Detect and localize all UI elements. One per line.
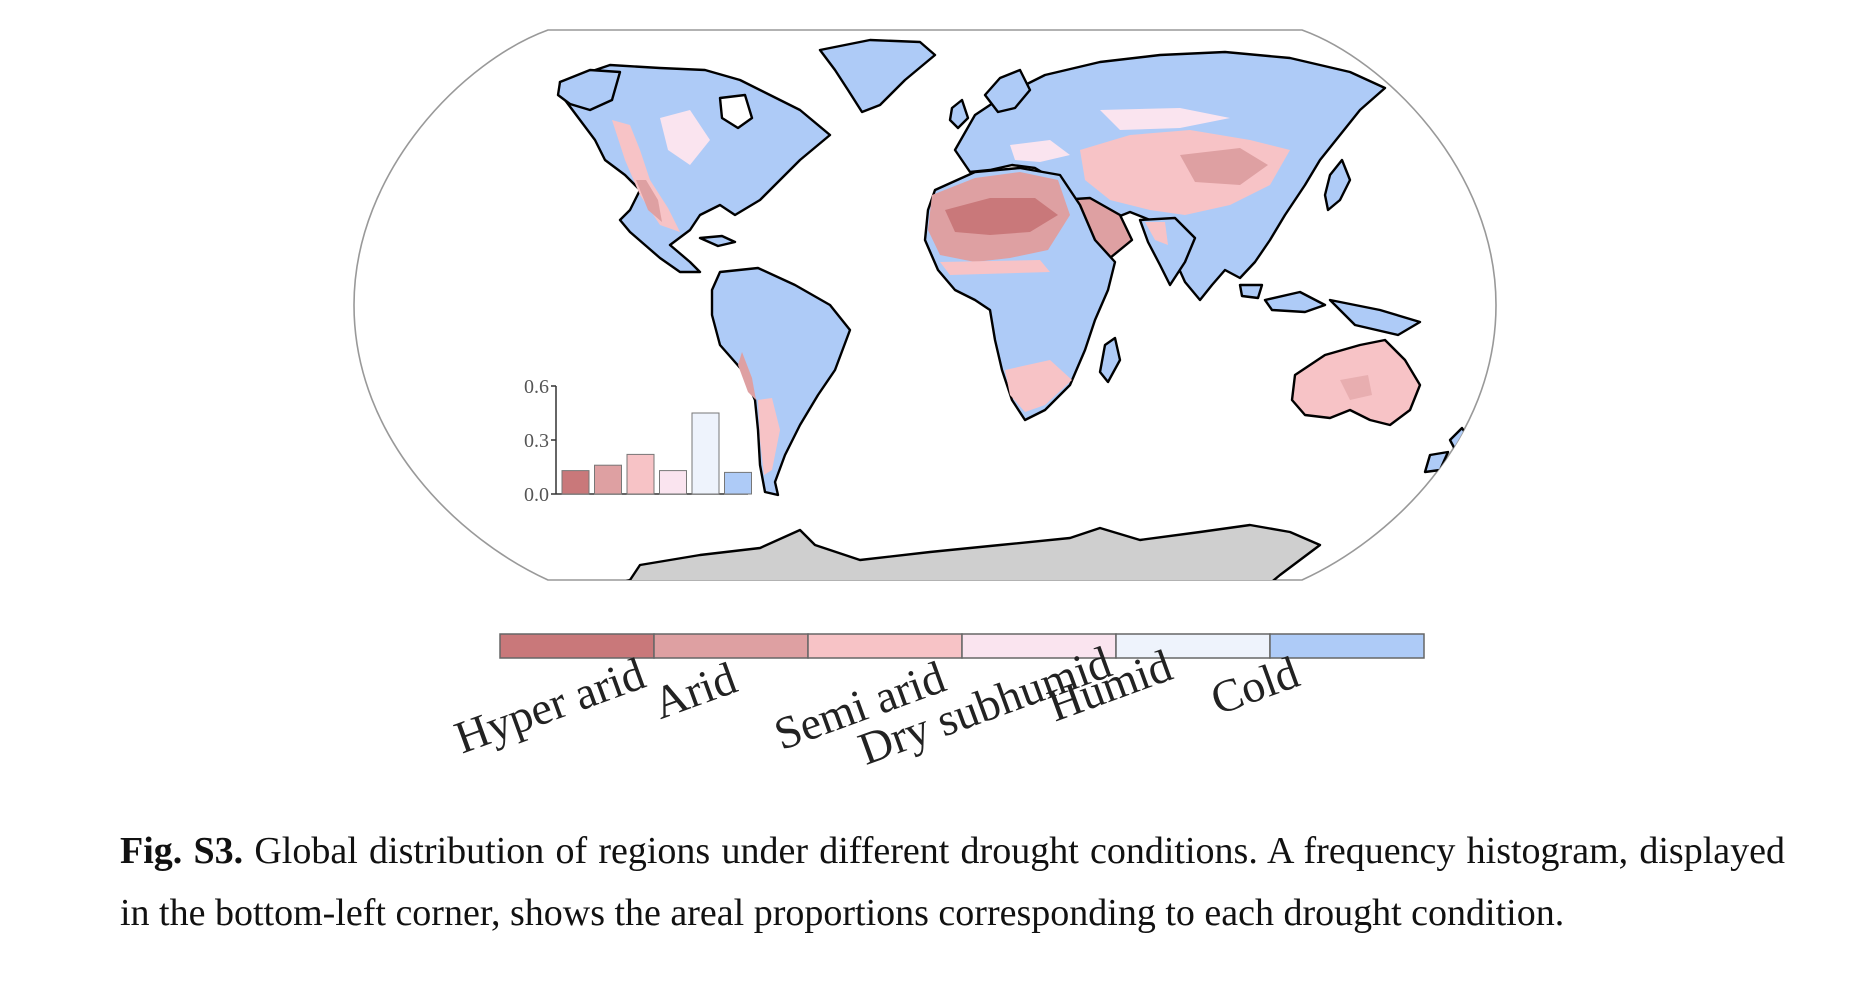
legend-swatch-cold	[1269, 633, 1425, 659]
legend-label-hyper-arid: Hyper arid	[448, 648, 651, 764]
histogram-tick-label: 0.0	[524, 484, 549, 506]
histogram-bar-dry-subhumid	[659, 470, 687, 495]
histogram-bar-arid	[594, 464, 622, 495]
antarctica	[558, 523, 1322, 580]
histogram-tick-label: 0.3	[524, 430, 549, 452]
caption-lead: Fig. S3.	[120, 830, 244, 872]
south-america	[710, 266, 852, 497]
figure-caption: Fig. S3. Global distribution of regions …	[120, 820, 1785, 944]
legend-swatch-hyper-arid	[499, 633, 655, 659]
world-map	[556, 38, 1472, 580]
greenland	[818, 38, 937, 114]
histogram-bar-humid	[691, 412, 720, 495]
eurasia	[948, 50, 1422, 337]
north-america	[556, 38, 937, 274]
histogram-bar-semi-arid	[626, 453, 655, 495]
legend-label-arid: Arid	[646, 652, 743, 729]
inset-histogram: 0.0 0.3 0.6	[524, 376, 752, 506]
africa	[923, 166, 1122, 422]
histogram-bar-hyper-arid	[561, 470, 590, 495]
legend-swatch-humid	[1115, 633, 1271, 659]
histogram-bar-cold	[724, 471, 752, 495]
legend-swatch-semi-arid	[807, 633, 963, 659]
caption-text: Global distribution of regions under dif…	[120, 830, 1785, 934]
legend-swatch-arid	[653, 633, 809, 659]
histogram-tick-label: 0.6	[524, 376, 549, 398]
